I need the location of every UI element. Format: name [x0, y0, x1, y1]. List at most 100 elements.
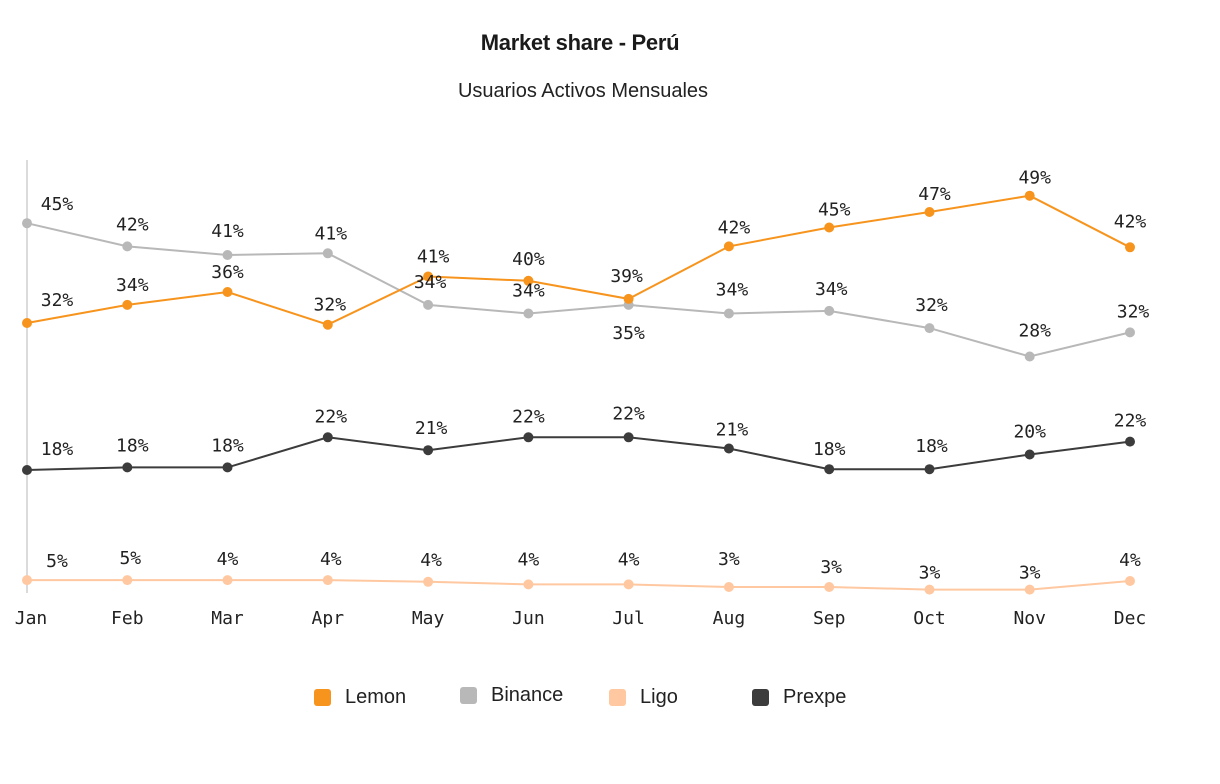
data-label-ligo-jul: 4%	[618, 549, 640, 570]
x-tick-label-dec: Dec	[1114, 608, 1147, 629]
x-tick-label-aug: Aug	[713, 608, 746, 629]
data-point-lemon-mar	[222, 287, 233, 297]
data-point-lemon-dec	[1125, 242, 1135, 253]
data-label-lemon-may: 41%	[417, 247, 450, 268]
data-point-binance-sep	[824, 305, 835, 316]
data-point-binance-mar	[222, 250, 233, 260]
data-label-binance-aug: 34%	[716, 280, 749, 301]
data-point-binance-jun	[523, 308, 534, 319]
data-label-binance-dec: 32%	[1117, 301, 1150, 322]
data-label-lemon-apr: 32%	[314, 295, 347, 316]
data-label-lemon-sep: 45%	[818, 200, 851, 221]
x-tick-label-oct: Oct	[913, 608, 946, 629]
data-label-prexpe-mar: 18%	[211, 435, 244, 456]
data-label-ligo-jan: 5%	[46, 551, 68, 572]
data-point-ligo-may	[423, 576, 434, 587]
legend: Lemon Binance Ligo Prexpe	[0, 684, 1220, 714]
data-point-binance-feb	[122, 241, 133, 252]
data-point-ligo-apr	[322, 575, 333, 586]
data-label-prexpe-jun: 22%	[512, 406, 545, 427]
x-tick-label-jun: Jun	[512, 608, 545, 629]
x-tick-label-nov: Nov	[1013, 608, 1046, 629]
data-point-lemon-feb	[122, 299, 133, 310]
x-tick-label-may: May	[412, 608, 445, 629]
data-point-prexpe-jul	[623, 432, 634, 443]
data-point-lemon-sep	[824, 222, 835, 233]
data-point-prexpe-feb	[122, 462, 133, 473]
data-point-lemon-nov	[1024, 190, 1035, 201]
data-point-ligo-jan	[22, 575, 32, 586]
data-label-ligo-aug: 3%	[718, 549, 740, 570]
data-label-binance-may: 34%	[414, 272, 447, 293]
data-point-ligo-oct	[924, 584, 935, 595]
x-tick-label-mar: Mar	[211, 608, 244, 629]
data-point-ligo-dec	[1125, 576, 1135, 586]
data-label-binance-jun: 34%	[512, 281, 545, 302]
data-point-prexpe-aug	[723, 443, 734, 454]
legend-swatch-binance	[460, 687, 477, 704]
data-label-prexpe-dec: 22%	[1114, 411, 1147, 432]
series-layer	[22, 190, 1135, 595]
data-labels-layer: 45% 42% 41% 41% 34% 34% 35% 34% 34% 32% 28% 32% 5% 5%…	[41, 168, 1150, 584]
data-label-binance-feb: 42%	[116, 214, 149, 235]
data-point-prexpe-apr	[322, 432, 333, 443]
data-label-binance-nov: 28%	[1018, 321, 1051, 342]
data-point-prexpe-jun	[523, 432, 534, 443]
data-label-binance-apr: 41%	[315, 223, 348, 244]
x-tick-label-sep: Sep	[813, 608, 846, 629]
data-point-binance-oct	[924, 323, 935, 334]
legend-item-prexpe: Prexpe	[752, 686, 846, 709]
data-label-lemon-mar: 36%	[211, 262, 244, 283]
data-point-prexpe-jan	[22, 465, 32, 475]
data-point-binance-aug	[723, 308, 734, 319]
data-point-lemon-aug	[723, 241, 734, 252]
series-line-binance	[26, 222, 1131, 358]
data-point-prexpe-may	[423, 445, 434, 456]
data-label-lemon-dec: 42%	[1114, 211, 1147, 232]
data-label-prexpe-nov: 20%	[1013, 422, 1046, 443]
data-point-binance-dec	[1125, 327, 1135, 338]
data-label-prexpe-feb: 18%	[116, 435, 149, 456]
data-label-lemon-jan: 32%	[41, 290, 74, 311]
data-label-ligo-nov: 3%	[1019, 563, 1041, 584]
data-point-prexpe-nov	[1024, 449, 1035, 460]
legend-label-prexpe: Prexpe	[783, 686, 847, 708]
data-point-prexpe-sep	[824, 464, 835, 475]
series-line-prexpe	[26, 436, 1131, 471]
data-label-ligo-sep: 3%	[820, 557, 842, 578]
data-point-lemon-jun	[523, 275, 534, 286]
data-point-binance-may	[423, 299, 434, 310]
x-axis-ticks: Jan Feb Mar Apr May Jun Jul Aug Sep Oct Nov Dec	[15, 608, 1147, 629]
series-line-lemon	[26, 194, 1131, 326]
data-label-prexpe-may: 21%	[415, 418, 448, 439]
legend-swatch-prexpe	[752, 689, 769, 706]
data-label-binance-jul: 35%	[612, 323, 645, 344]
legend-swatch-lemon	[314, 689, 331, 706]
data-label-lemon-aug: 42%	[718, 217, 751, 238]
data-point-binance-apr	[322, 248, 333, 259]
data-label-lemon-jul: 39%	[610, 266, 643, 287]
legend-item-ligo: Ligo	[609, 686, 678, 709]
data-label-prexpe-oct: 18%	[915, 436, 948, 457]
data-label-ligo-jun: 4%	[518, 549, 540, 570]
data-label-ligo-dec: 4%	[1119, 550, 1141, 571]
x-tick-label-apr: Apr	[312, 608, 345, 629]
data-point-ligo-jul	[623, 579, 634, 590]
data-point-lemon-apr	[322, 319, 333, 330]
data-point-ligo-sep	[824, 582, 835, 592]
data-label-ligo-oct: 3%	[919, 563, 941, 584]
data-point-ligo-jun	[523, 579, 534, 590]
data-label-binance-sep: 34%	[815, 279, 848, 300]
legend-item-binance: Binance	[460, 684, 563, 707]
data-label-lemon-jun: 40%	[512, 249, 545, 270]
data-point-prexpe-oct	[924, 464, 935, 475]
chart-title: Market share - Perú	[480, 30, 680, 55]
x-tick-label-jan: Jan	[15, 608, 48, 629]
chart-subtitle: Usuarios Activos Mensuales	[457, 80, 709, 102]
data-label-lemon-feb: 34%	[116, 275, 149, 296]
data-point-ligo-feb	[122, 575, 133, 586]
data-point-prexpe-dec	[1125, 436, 1135, 447]
data-label-ligo-mar: 4%	[217, 549, 239, 570]
data-label-binance-oct: 32%	[915, 295, 948, 316]
